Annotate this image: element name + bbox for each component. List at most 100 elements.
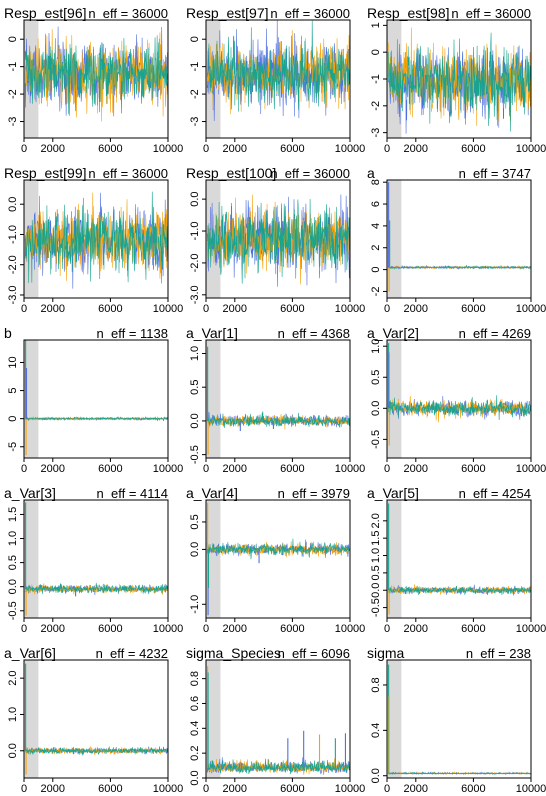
panel-title: Resp_est[98]: [367, 5, 450, 21]
panel-title: sigma_Species: [186, 645, 281, 661]
neff-label: n_eff = 4368: [278, 326, 350, 341]
warmup-region: [206, 500, 221, 618]
x-tick-label: 0: [384, 463, 390, 475]
x-tick-label: 6000: [461, 623, 485, 635]
y-tick-label: 0.8: [370, 677, 382, 692]
x-tick-label: 6000: [461, 303, 485, 315]
x-tick-label: 0: [203, 783, 209, 795]
y-tick-label: -5: [7, 442, 19, 452]
y-tick-label: 0: [370, 49, 382, 55]
x-tick-label: 6000: [461, 463, 485, 475]
warmup-region: [387, 660, 402, 778]
x-tick-label: 10000: [335, 783, 366, 795]
y-tick-label: 10: [7, 356, 19, 368]
y-tick-label: 0.0: [189, 542, 201, 557]
plot-frame: [386, 659, 532, 779]
x-tick-label: 6000: [280, 303, 304, 315]
chain-3-trace: [24, 582, 168, 595]
panel-title: b: [4, 325, 12, 341]
neff-label: n_eff = 6096: [278, 646, 350, 661]
trace-panel-8: 0 2000 6000 10000 1.0 0.5 0.0 -0.5 a_Var[2] n_eff…: [367, 325, 546, 475]
y-tick-label: -1: [189, 62, 201, 72]
x-tick-label: 6000: [98, 143, 122, 155]
y-tick-label: 0.5: [370, 370, 382, 385]
chain-traces: [206, 194, 350, 287]
neff-label: n_eff = 238: [466, 646, 531, 661]
trace-panel-11: 0 2000 6000 10000 2.0 1.5 1.0 0.5 0.0-0.5 a_Var[5…: [367, 485, 546, 635]
chain-traces: [206, 346, 350, 455]
y-tick-label: 0.5: [370, 565, 382, 580]
y-tick-label: 0.4: [370, 723, 382, 738]
panel-title: a_Var[1]: [186, 325, 238, 341]
y-tick-label: 1.0: [7, 707, 19, 722]
y-tick-label: 0: [370, 267, 382, 273]
y-tick-label: 0: [7, 416, 19, 422]
y-tick-label: 1: [370, 22, 382, 28]
y-tick-label: 4: [370, 223, 382, 229]
x-tick-label: 0: [203, 143, 209, 155]
y-tick-label: 1.0: [370, 339, 382, 354]
x-tick-label: 2000: [404, 623, 428, 635]
chain-traces: [24, 663, 168, 775]
chain-traces: [24, 340, 168, 456]
x-tick-label: 2000: [223, 463, 247, 475]
trace-panel-1: 0 2000 6000 10000 0 -1 -2 -3 Resp_est[97] n_eff =…: [186, 5, 365, 155]
x-tick-label: 2000: [223, 623, 247, 635]
y-tick-label: 0.8: [189, 671, 201, 686]
y-tick-label: 0.5: [189, 514, 201, 529]
x-tick-label: 10000: [335, 303, 366, 315]
panel-title: Resp_est[97]: [186, 5, 269, 21]
panel-title: a_Var[5]: [367, 485, 419, 501]
x-tick-label: 0: [203, 463, 209, 475]
plot-frame: [205, 339, 351, 459]
x-tick-label: 10000: [153, 303, 184, 315]
plot-frame: [386, 179, 532, 299]
y-tick-label: -2.0: [189, 253, 201, 272]
y-tick-label: 0.2: [189, 746, 201, 761]
x-tick-label: 10000: [516, 783, 546, 795]
chain-traces: [206, 20, 350, 121]
x-tick-label: 0: [21, 463, 27, 475]
x-tick-label: 2000: [404, 143, 428, 155]
neff-label: n_eff = 4232: [96, 646, 168, 661]
chain-traces: [387, 27, 531, 134]
y-tick-label: -3.0: [189, 285, 201, 304]
y-tick-label: 2.0: [7, 671, 19, 686]
y-tick-label: -1: [7, 62, 19, 72]
chain-3-trace: [207, 411, 350, 428]
chain-3-trace: [24, 746, 168, 756]
panel-title: a_Var[2]: [367, 325, 419, 341]
x-tick-label: 0: [203, 303, 209, 315]
plot-frame: [386, 339, 532, 459]
y-tick-label: 0.4: [189, 721, 201, 736]
y-tick-label: -2: [370, 287, 382, 297]
y-tick-label: 0.0: [370, 768, 382, 783]
y-tick-label: -3: [370, 128, 382, 138]
neff-label: n_eff = 3979: [278, 486, 350, 501]
y-tick-label: 1.5: [370, 531, 382, 546]
x-tick-label: 10000: [153, 143, 184, 155]
y-tick-label: 0: [7, 36, 19, 42]
y-tick-label: 0.0: [7, 197, 19, 212]
trace-panel-4: 0 2000 6000 10000 0.0 -1.0 -2.0 -3.0 Resp_est[10…: [186, 165, 365, 315]
x-tick-label: 6000: [280, 783, 304, 795]
x-tick-label: 2000: [404, 783, 428, 795]
y-tick-label: 5: [7, 388, 19, 394]
x-tick-label: 6000: [461, 783, 485, 795]
y-tick-label: -0.5: [7, 601, 19, 620]
trace-panel-7: 0 2000 6000 10000 1.0 0.5 0.0 -0.5 a_Var[1] n_eff…: [186, 325, 365, 475]
y-tick-label: -1: [370, 74, 382, 84]
x-tick-label: 6000: [98, 783, 122, 795]
chain-traces: [387, 664, 531, 776]
y-tick-label: 0.0: [370, 401, 382, 416]
chain-3-trace: [206, 20, 350, 112]
y-tick-label: 0.0: [7, 743, 19, 758]
x-tick-label: 10000: [335, 623, 366, 635]
x-tick-label: 0: [384, 143, 390, 155]
warmup-region: [206, 660, 221, 778]
plot-frame: [23, 499, 169, 619]
panel-title: a_Var[6]: [4, 645, 56, 661]
y-tick-label: -2: [7, 89, 19, 99]
